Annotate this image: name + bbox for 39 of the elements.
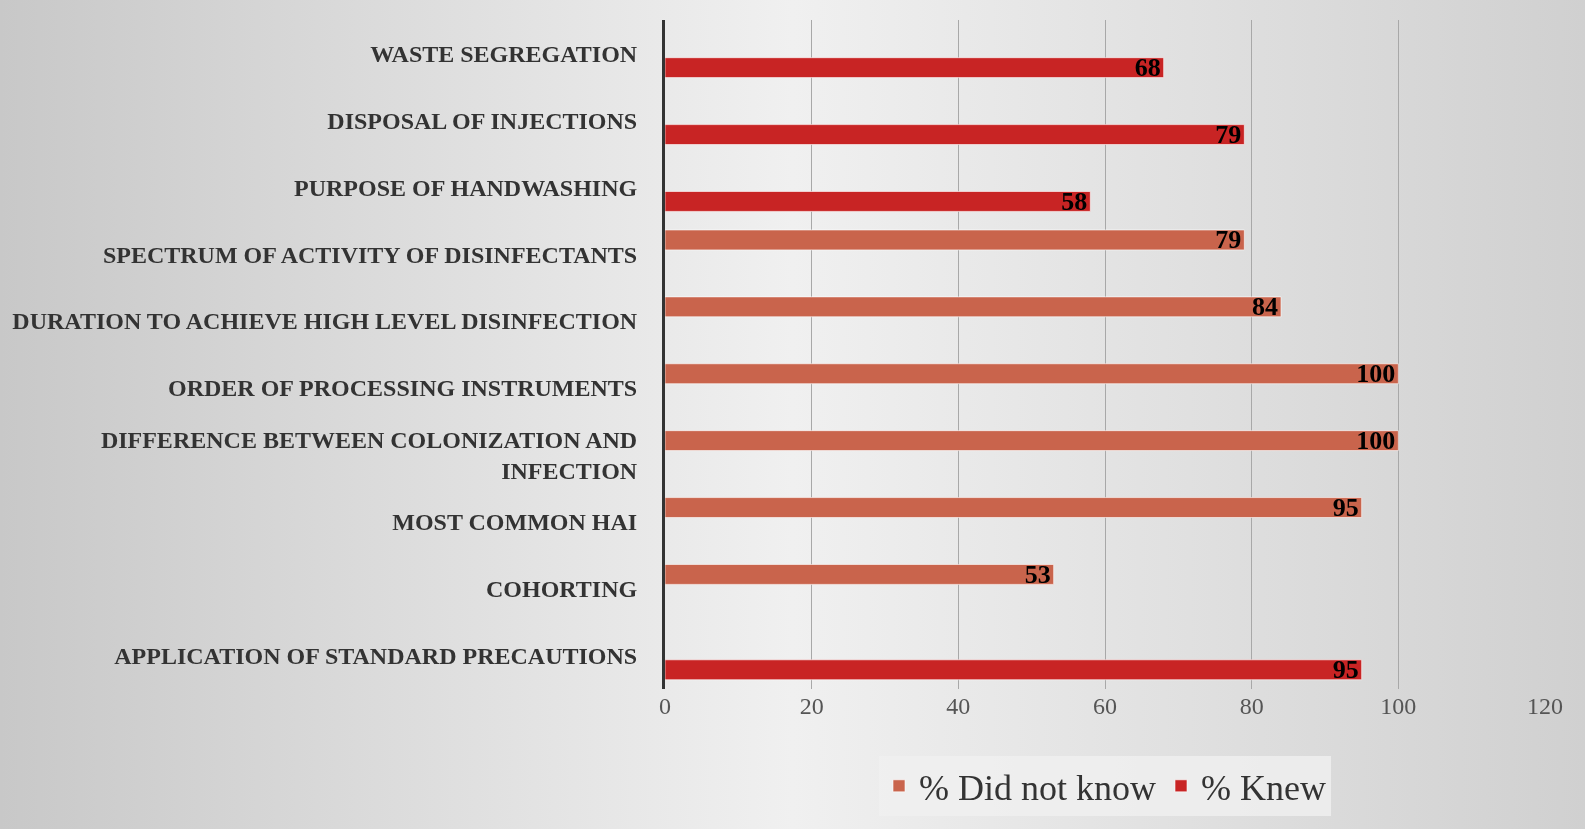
y-tick-label: APPLICATION OF STANDARD PRECAUTIONS [114, 642, 638, 669]
x-tick-label: 0 [659, 693, 671, 719]
y-tick-label: COHORTING [486, 576, 638, 603]
x-tick-label: 60 [1093, 693, 1117, 719]
data-label: 100 [1356, 426, 1396, 456]
bar [665, 659, 1363, 681]
data-label: 95 [1332, 493, 1359, 523]
x-tick-label: 100 [1380, 693, 1417, 719]
bar [665, 296, 1282, 318]
data-label: 84 [1252, 292, 1278, 322]
bar [665, 57, 1165, 79]
x-tick-label: 40 [946, 693, 971, 719]
y-tick-label: DISPOSAL OF INJECTIONS [327, 107, 638, 134]
y-tick-label: ORDER OF PROCESSING INSTRUMENTS [168, 375, 638, 402]
y-tick-label: MOST COMMON HAI [392, 509, 638, 536]
data-label: 58 [1061, 186, 1088, 216]
legend-label: % Knew [1201, 767, 1326, 808]
x-tick-label: 120 [1527, 693, 1563, 719]
bar [665, 124, 1245, 146]
x-tick-label: 80 [1239, 693, 1264, 719]
data-label: 79 [1215, 120, 1242, 150]
bar [665, 191, 1091, 212]
bar [665, 430, 1399, 452]
data-label: 68 [1134, 53, 1161, 83]
data-label: 95 [1332, 655, 1359, 685]
y-tick-label: PURPOSE OF HANDWASHING [294, 174, 638, 201]
data-label: 100 [1356, 359, 1396, 389]
bar [665, 563, 1055, 585]
legend-label: % Did not know [919, 767, 1156, 808]
data-label: 53 [1024, 559, 1051, 589]
bar [665, 363, 1399, 385]
y-tick-label: DURATION TO ACHIEVE HIGH LEVEL DISINFECTION [12, 308, 638, 335]
bar [665, 229, 1245, 251]
y-tick-label: SPECTRUM OF ACTIVITY OF DISINFECTANTS [102, 241, 638, 268]
bar [665, 497, 1363, 518]
y-tick-label: DIFFERENCE BETWEEN COLONIZATION AND INFECTION [100, 426, 638, 484]
x-tick-label: 20 [799, 693, 824, 719]
y-tick-label: WASTE SEGREGATION [370, 40, 638, 67]
data-label: 79 [1215, 225, 1242, 255]
